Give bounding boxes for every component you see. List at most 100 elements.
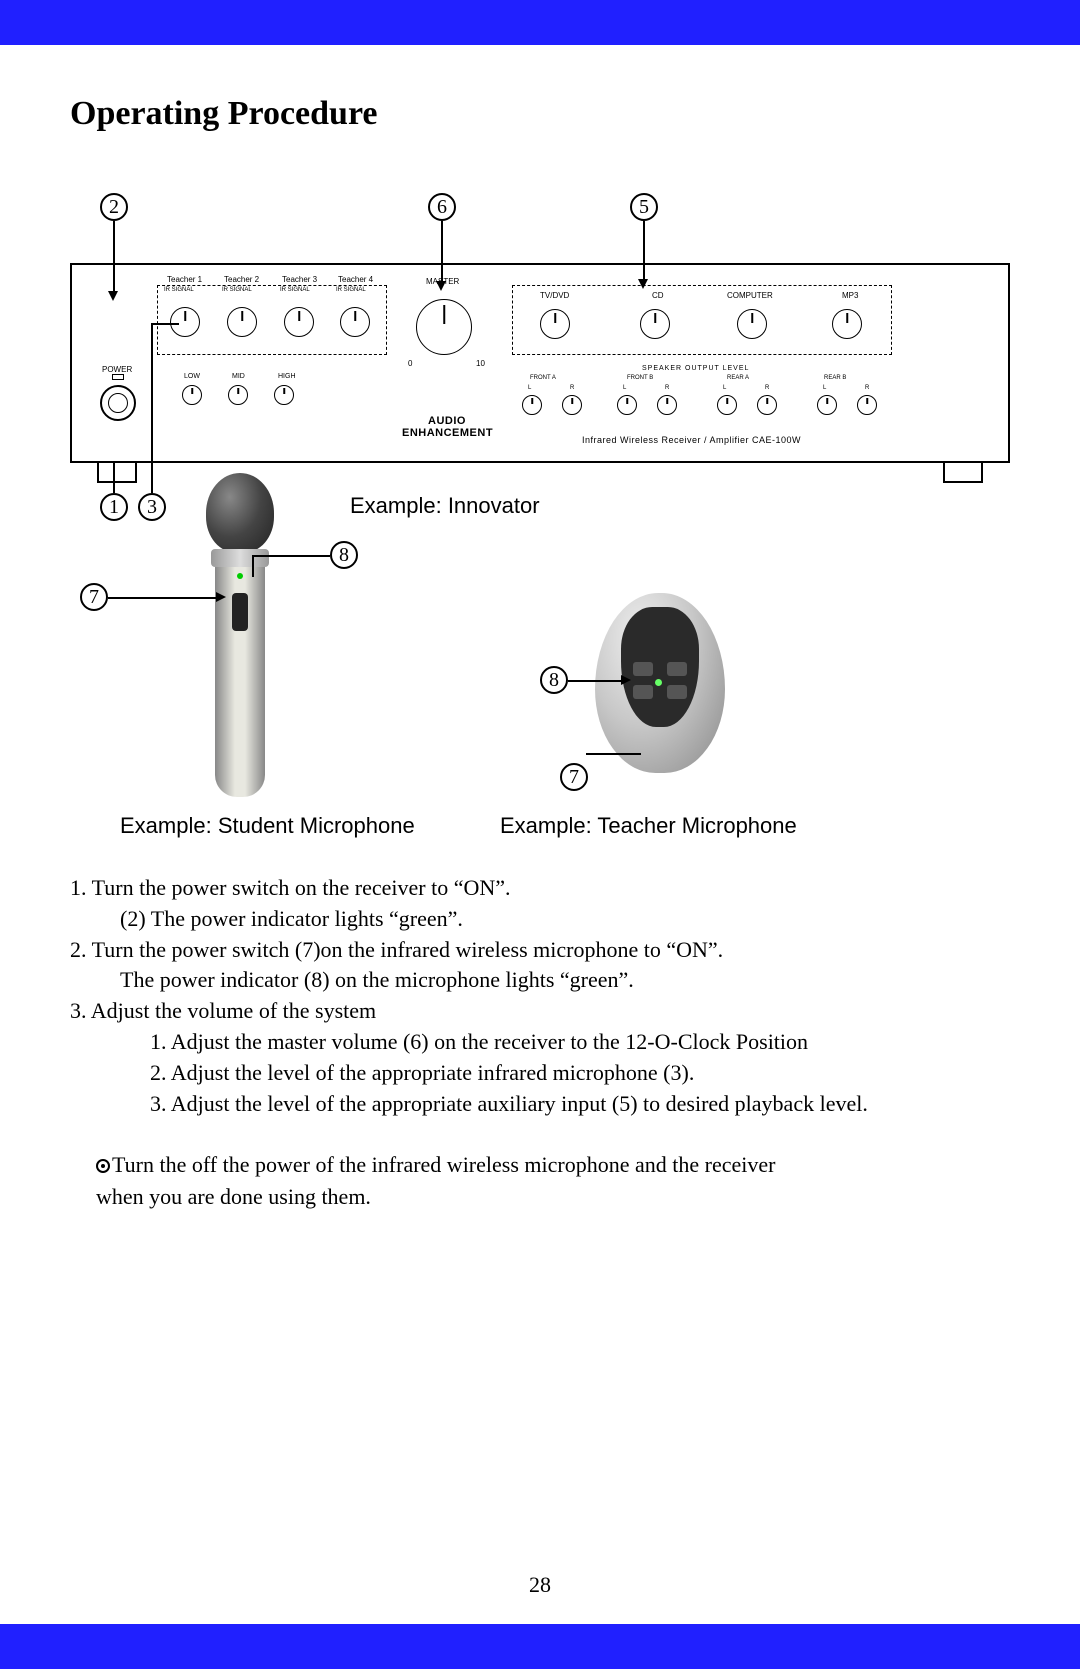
knob-icon — [227, 307, 257, 337]
step-3-3: 3. Adjust the level of the appropriate a… — [70, 1089, 1010, 1120]
callout-2: 2 — [100, 193, 128, 221]
lr: R — [570, 385, 574, 391]
lr: R — [665, 385, 669, 391]
spk-group: REAR B — [824, 375, 846, 381]
callout-line — [568, 680, 623, 682]
knob-icon — [340, 307, 370, 337]
step-2a: The power indicator (8) on the microphon… — [70, 965, 1010, 996]
knob-icon — [617, 395, 637, 415]
tm-panel — [621, 607, 699, 727]
callout-line — [113, 463, 115, 493]
eq-label: HIGH — [278, 373, 296, 380]
ir-label: IR SIGNAL — [280, 287, 310, 293]
knob-icon — [522, 395, 542, 415]
knob-icon — [737, 309, 767, 339]
brand-line: ENHANCEMENT — [402, 427, 493, 439]
knob-icon — [562, 395, 582, 415]
power-label: POWER — [102, 365, 132, 374]
teacher-label: Teacher 4 — [338, 275, 373, 284]
step-2: 2. Turn the power switch (7)on the infra… — [70, 935, 1010, 966]
tm-body — [595, 593, 725, 773]
knob-icon — [274, 385, 294, 405]
ir-label: IR SIGNAL — [222, 287, 252, 293]
callout-8b: 8 — [540, 666, 568, 694]
brand-line: AUDIO — [428, 415, 466, 427]
step-3-1: 1. Adjust the master volume (6) on the r… — [70, 1027, 1010, 1058]
knob-icon — [182, 385, 202, 405]
speaker-section-label: SPEAKER OUTPUT LEVEL — [642, 365, 749, 372]
knob-icon — [228, 385, 248, 405]
knob-icon — [540, 309, 570, 339]
callout-line — [252, 555, 330, 557]
knob-icon — [284, 307, 314, 337]
aux-label: TV/DVD — [540, 291, 569, 300]
knob-icon — [832, 309, 862, 339]
page-title: Operating Procedure — [70, 95, 1010, 133]
step-3-2: 2. Adjust the level of the appropriate i… — [70, 1058, 1010, 1089]
callout-3: 3 — [138, 493, 166, 521]
teacher-label: Teacher 2 — [224, 275, 259, 284]
model-label: Infrared Wireless Receiver / Amplifier C… — [582, 435, 801, 445]
ir-label: IR SIGNAL — [164, 287, 194, 293]
aux-label: CD — [652, 291, 664, 300]
diagram-area: 2 6 5 POWER Teacher 1 Teacher 2 Teacher … — [70, 193, 1010, 853]
callout-line — [151, 323, 153, 463]
brand-label: AUDIO ENHANCEMENT — [402, 415, 492, 439]
arrow-icon — [108, 291, 118, 301]
lr: L — [623, 385, 626, 391]
knob-icon — [640, 309, 670, 339]
spk-group: FRONT B — [627, 375, 653, 381]
arrow-icon — [638, 279, 648, 289]
instructions: 1. Turn the power switch on the receiver… — [70, 873, 1010, 1119]
eq-label: LOW — [184, 373, 200, 380]
callout-6: 6 — [428, 193, 456, 221]
teacher-label: Teacher 3 — [282, 275, 317, 284]
tm-button-icon — [667, 662, 687, 676]
callout-7b: 7 — [560, 763, 588, 791]
student-microphone-icon — [200, 473, 280, 813]
tm-button-icon — [667, 685, 687, 699]
step-1: 1. Turn the power switch on the receiver… — [70, 873, 1010, 904]
lr: L — [528, 385, 531, 391]
callout-line — [108, 597, 218, 599]
callout-line — [151, 323, 179, 325]
tm-led-icon — [655, 679, 662, 686]
mic-head — [206, 473, 274, 553]
knob-icon — [170, 307, 200, 337]
lr: L — [823, 385, 826, 391]
teacher-label: Teacher 1 — [167, 275, 202, 284]
lr: R — [865, 385, 869, 391]
callout-7: 7 — [80, 583, 108, 611]
teacher-mic-caption: Example: Teacher Microphone — [500, 813, 797, 839]
lr: L — [723, 385, 726, 391]
callout-line — [252, 555, 254, 577]
callout-1: 1 — [100, 493, 128, 521]
arrow-icon — [621, 675, 631, 685]
master-knob-icon — [416, 299, 472, 355]
power-button-icon — [100, 385, 136, 421]
aux-label: COMPUTER — [727, 291, 773, 300]
receiver-foot — [943, 463, 983, 483]
mic-led-icon — [237, 573, 243, 579]
callout-line — [151, 463, 153, 493]
tm-button-icon — [633, 685, 653, 699]
page: Operating Procedure 2 6 5 POWER Teacher … — [0, 45, 1080, 1624]
innovator-caption: Example: Innovator — [350, 493, 540, 519]
callout-line — [586, 753, 641, 755]
knob-icon — [817, 395, 837, 415]
power-led-icon — [112, 374, 124, 380]
knob-icon — [857, 395, 877, 415]
mic-switch-icon — [232, 593, 248, 631]
ir-label: IR SIGNAL — [336, 287, 366, 293]
spk-group: FRONT A — [530, 375, 556, 381]
callout-line — [643, 221, 645, 281]
callout-line — [441, 221, 443, 283]
knob-icon — [757, 395, 777, 415]
mic-collar — [211, 549, 269, 567]
knob-icon — [717, 395, 737, 415]
arrow-icon — [436, 281, 446, 291]
note-line2: when you are done using them. — [96, 1184, 371, 1209]
page-number: 28 — [529, 1572, 551, 1598]
arrow-icon — [216, 592, 226, 602]
callout-5: 5 — [630, 193, 658, 221]
